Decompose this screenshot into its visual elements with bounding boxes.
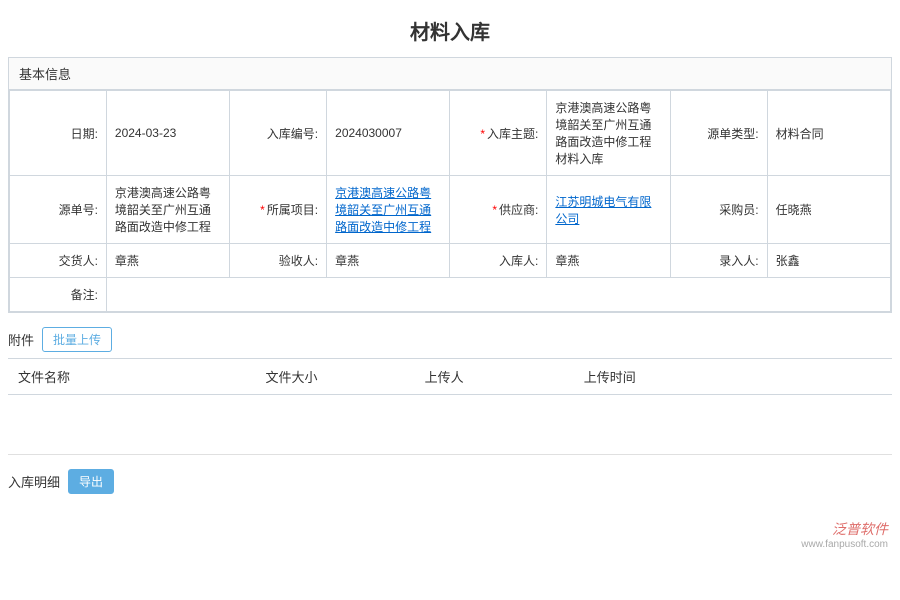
table-header-row: 文件名称 文件大小 上传人 上传时间 <box>8 359 892 395</box>
basic-info-section: 基本信息 日期: 2024-03-23 入库编号: 2024030007 *入库… <box>8 57 892 313</box>
project-label-text: 所属项目: <box>267 203 318 217</box>
watermark: 泛普软件 www.fanpusoft.com <box>801 519 888 550</box>
source-no-label: 源单号: <box>10 176 107 244</box>
supplier-link[interactable]: 江苏明城电气有限公司 <box>555 195 651 226</box>
inspector-label: 验收人: <box>230 244 327 278</box>
col-uploadtime: 上传时间 <box>574 359 892 395</box>
col-filename: 文件名称 <box>8 359 256 395</box>
page-title: 材料入库 <box>0 0 900 57</box>
attachment-section: 附件 批量上传 文件名称 文件大小 上传人 上传时间 <box>8 321 892 455</box>
table-row: 交货人: 章燕 验收人: 章燕 入库人: 章燕 录入人: 张鑫 <box>10 244 891 278</box>
source-type-label: 源单类型: <box>670 91 767 176</box>
batch-upload-button[interactable]: 批量上传 <box>42 327 112 352</box>
attachment-empty-row <box>8 395 892 455</box>
basic-info-table: 日期: 2024-03-23 入库编号: 2024030007 *入库主题: 京… <box>9 90 891 312</box>
project-value[interactable]: 京港澳高速公路粤境韶关至广州互通路面改造中修工程 <box>327 176 450 244</box>
project-label: *所属项目: <box>230 176 327 244</box>
watermark-url: www.fanpusoft.com <box>801 539 888 550</box>
project-link[interactable]: 京港澳高速公路粤境韶关至广州互通路面改造中修工程 <box>335 186 431 234</box>
source-type-value: 材料合同 <box>767 91 890 176</box>
purchaser-label: 采购员: <box>670 176 767 244</box>
date-label: 日期: <box>10 91 107 176</box>
entry-label: 录入人: <box>670 244 767 278</box>
inbound-no-value: 2024030007 <box>327 91 450 176</box>
attachment-title: 附件 <box>8 330 34 349</box>
col-filesize: 文件大小 <box>256 359 415 395</box>
watermark-brand: 泛普软件 <box>801 519 888 539</box>
table-row: 日期: 2024-03-23 入库编号: 2024030007 *入库主题: 京… <box>10 91 891 176</box>
attachment-table: 文件名称 文件大小 上传人 上传时间 <box>8 358 892 455</box>
inbound-detail-section: 入库明细 导出 <box>8 463 892 500</box>
purchaser-value: 任晓燕 <box>767 176 890 244</box>
deliverer-label: 交货人: <box>10 244 107 278</box>
inspector-value: 章燕 <box>327 244 450 278</box>
supplier-label-text: 供应商: <box>499 203 538 217</box>
attachment-header: 附件 批量上传 <box>8 321 892 358</box>
source-no-value: 京港澳高速公路粤境韶关至广州互通路面改造中修工程 <box>106 176 229 244</box>
date-value: 2024-03-23 <box>106 91 229 176</box>
stockin-label: 入库人: <box>450 244 547 278</box>
remark-value <box>106 278 890 312</box>
subject-label: *入库主题: <box>450 91 547 176</box>
stockin-value: 章燕 <box>547 244 670 278</box>
basic-info-header: 基本信息 <box>9 58 891 90</box>
inbound-no-label: 入库编号: <box>230 91 327 176</box>
subject-label-text: 入库主题: <box>487 127 538 141</box>
remark-label: 备注: <box>10 278 107 312</box>
entry-value: 张鑫 <box>767 244 890 278</box>
table-row: 源单号: 京港澳高速公路粤境韶关至广州互通路面改造中修工程 *所属项目: 京港澳… <box>10 176 891 244</box>
supplier-value[interactable]: 江苏明城电气有限公司 <box>547 176 670 244</box>
inbound-detail-title: 入库明细 <box>8 472 60 491</box>
supplier-label: *供应商: <box>450 176 547 244</box>
col-uploader: 上传人 <box>415 359 574 395</box>
table-row: 备注: <box>10 278 891 312</box>
subject-value: 京港澳高速公路粤境韶关至广州互通路面改造中修工程材料入库 <box>547 91 670 176</box>
deliverer-value: 章燕 <box>106 244 229 278</box>
export-button[interactable]: 导出 <box>68 469 114 494</box>
